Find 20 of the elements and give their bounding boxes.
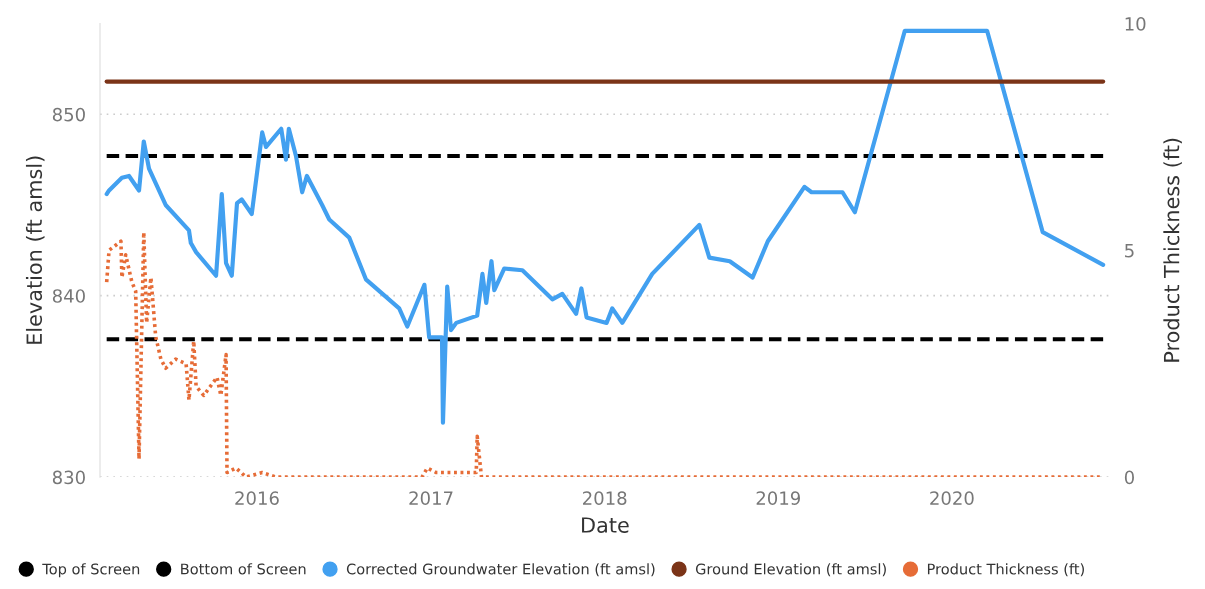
x-tick-label: 2017 xyxy=(409,491,453,505)
legend-label: Top of Screen xyxy=(42,563,140,578)
y2-tick-label: 5 xyxy=(1125,244,1134,258)
legend-label: Corrected Groundwater Elevation (ft amsl) xyxy=(346,563,655,577)
y-tick-label: 840 xyxy=(52,289,85,303)
x-tick-label: 2019 xyxy=(756,491,800,505)
legend-label: Bottom of Screen xyxy=(181,563,306,575)
x-tick-label: 2018 xyxy=(583,491,627,505)
x-tick-label: 2016 xyxy=(235,491,279,505)
y2-tick-label: 10 xyxy=(1125,17,1146,31)
y2-tick-label: 0 xyxy=(1124,470,1134,485)
y2-axis-title: Product Thickness (ft) xyxy=(1163,138,1182,362)
y-axis-title: Elevation (ft amsl) xyxy=(25,156,45,344)
legend-label: Product Thickness (ft) xyxy=(927,563,1084,577)
x-tick-label: 2020 xyxy=(930,491,974,505)
y-tick-label: 850 xyxy=(52,107,85,122)
line-series xyxy=(104,28,1106,425)
x-axis-title: Date xyxy=(582,517,629,533)
y-tick-label: 830 xyxy=(52,470,85,485)
legend-label: Ground Elevation (ft amsl) xyxy=(695,563,886,577)
